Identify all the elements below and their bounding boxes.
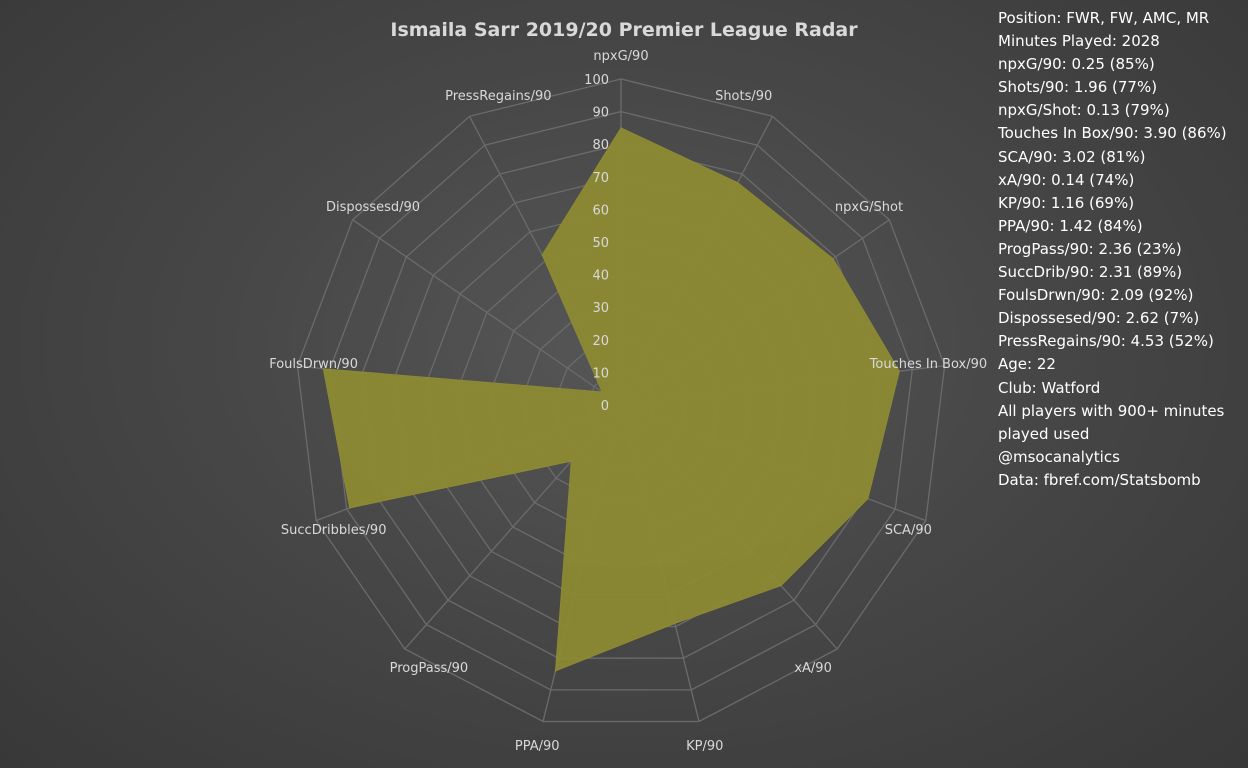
tick-label: 40	[592, 269, 609, 284]
chart-title: Ismaila Sarr 2019/20 Premier League Rada…	[390, 19, 858, 41]
stat-line: FoulsDrwn/90: 2.09 (92%)	[998, 286, 1194, 305]
club-text: Club: Watford	[998, 378, 1101, 397]
tick-label: 0	[601, 399, 609, 414]
data-point	[620, 127, 622, 129]
axis-label: npxG/90	[593, 49, 648, 64]
data-point	[541, 254, 543, 256]
stat-line: npxG/90: 0.25 (85%)	[998, 55, 1155, 74]
tick-label: 20	[592, 334, 609, 349]
data-point	[601, 391, 603, 393]
data-point	[867, 497, 869, 500]
stat-line: KP/90: 1.16 (69%)	[998, 193, 1135, 212]
data-point	[348, 507, 351, 509]
axis-labels: npxG/90 Shots/90 npxG/Shot Touches In Box/9…	[269, 49, 987, 754]
stat-lines: Position: FWR, FW, AMC, MR Minutes Played…	[998, 7, 1243, 353]
stat-line: Touches In Box/90: 3.90 (86%)	[998, 124, 1227, 143]
data-point	[736, 181, 739, 184]
axis-label: SuccDribbles/90	[281, 523, 387, 538]
axis-label: xA/90	[794, 661, 832, 676]
axis-label: Touches In Box/90	[869, 357, 988, 372]
axis-label: PPA/90	[515, 739, 560, 754]
tick-label: 30	[592, 301, 609, 316]
data-point	[322, 368, 325, 370]
tick-label: 60	[592, 203, 609, 218]
axis-label: FoulsDrwn/90	[269, 357, 358, 372]
data-point	[832, 257, 834, 260]
stat-line: ProgPass/90: 2.36 (23%)	[998, 239, 1182, 258]
radial-tick-labels: 0 10 20 30 40 50 60 70 80 90 100	[584, 73, 609, 414]
data-source: Data: fbref.com/Statsbomb	[998, 470, 1201, 489]
radar-series	[322, 127, 901, 672]
stat-line: Dispossesed/90: 2.62 (7%)	[998, 309, 1200, 328]
sample-note: All players with 900+ minutes played use…	[998, 401, 1225, 443]
series-area	[322, 127, 900, 672]
axis-label: SCA/90	[885, 523, 932, 538]
data-point	[898, 370, 901, 373]
stat-line: Shots/90: 1.96 (77%)	[998, 78, 1158, 97]
axis-label: Dispossesd/90	[326, 200, 420, 215]
axis-label: ProgPass/90	[390, 661, 469, 676]
stat-line: PressRegains/90: 4.53 (52%)	[998, 332, 1214, 351]
data-point	[780, 584, 782, 587]
tick-label: 70	[592, 171, 609, 186]
player-info-panel: Position: FWR, FW, AMC, MR Minutes Played…	[998, 7, 1243, 492]
stat-line: Position: FWR, FW, AMC, MR	[998, 9, 1210, 27]
stat-line: SCA/90: 3.02 (81%)	[998, 147, 1146, 166]
axis-spoke	[352, 219, 622, 406]
age-text: Age: 22	[998, 355, 1056, 374]
stat-line: SuccDrib/90: 2.31 (89%)	[998, 263, 1183, 282]
stat-line: Minutes Played: 2028	[998, 32, 1160, 51]
tick-label: 90	[592, 106, 609, 121]
stat-line: xA/90: 0.14 (74%)	[998, 170, 1135, 189]
grid-ring	[329, 110, 913, 691]
tick-label: 10	[592, 366, 609, 381]
data-point	[570, 460, 573, 462]
axis-label: Shots/90	[715, 89, 772, 104]
axis-label: npxG/Shot	[835, 200, 903, 215]
grid-ring	[296, 78, 946, 723]
axis-label: PressRegains/90	[445, 89, 551, 104]
author-handle: @msocanalytics	[998, 447, 1120, 466]
tick-label: 50	[592, 236, 609, 251]
axis-label: KP/90	[686, 739, 723, 754]
data-point	[554, 670, 557, 672]
tick-label: 80	[592, 138, 609, 153]
stat-line: PPA/90: 1.42 (84%)	[998, 216, 1143, 235]
stat-line: npxG/Shot: 0.13 (79%)	[998, 101, 1170, 120]
data-point	[674, 622, 676, 625]
tick-label: 100	[584, 73, 609, 88]
